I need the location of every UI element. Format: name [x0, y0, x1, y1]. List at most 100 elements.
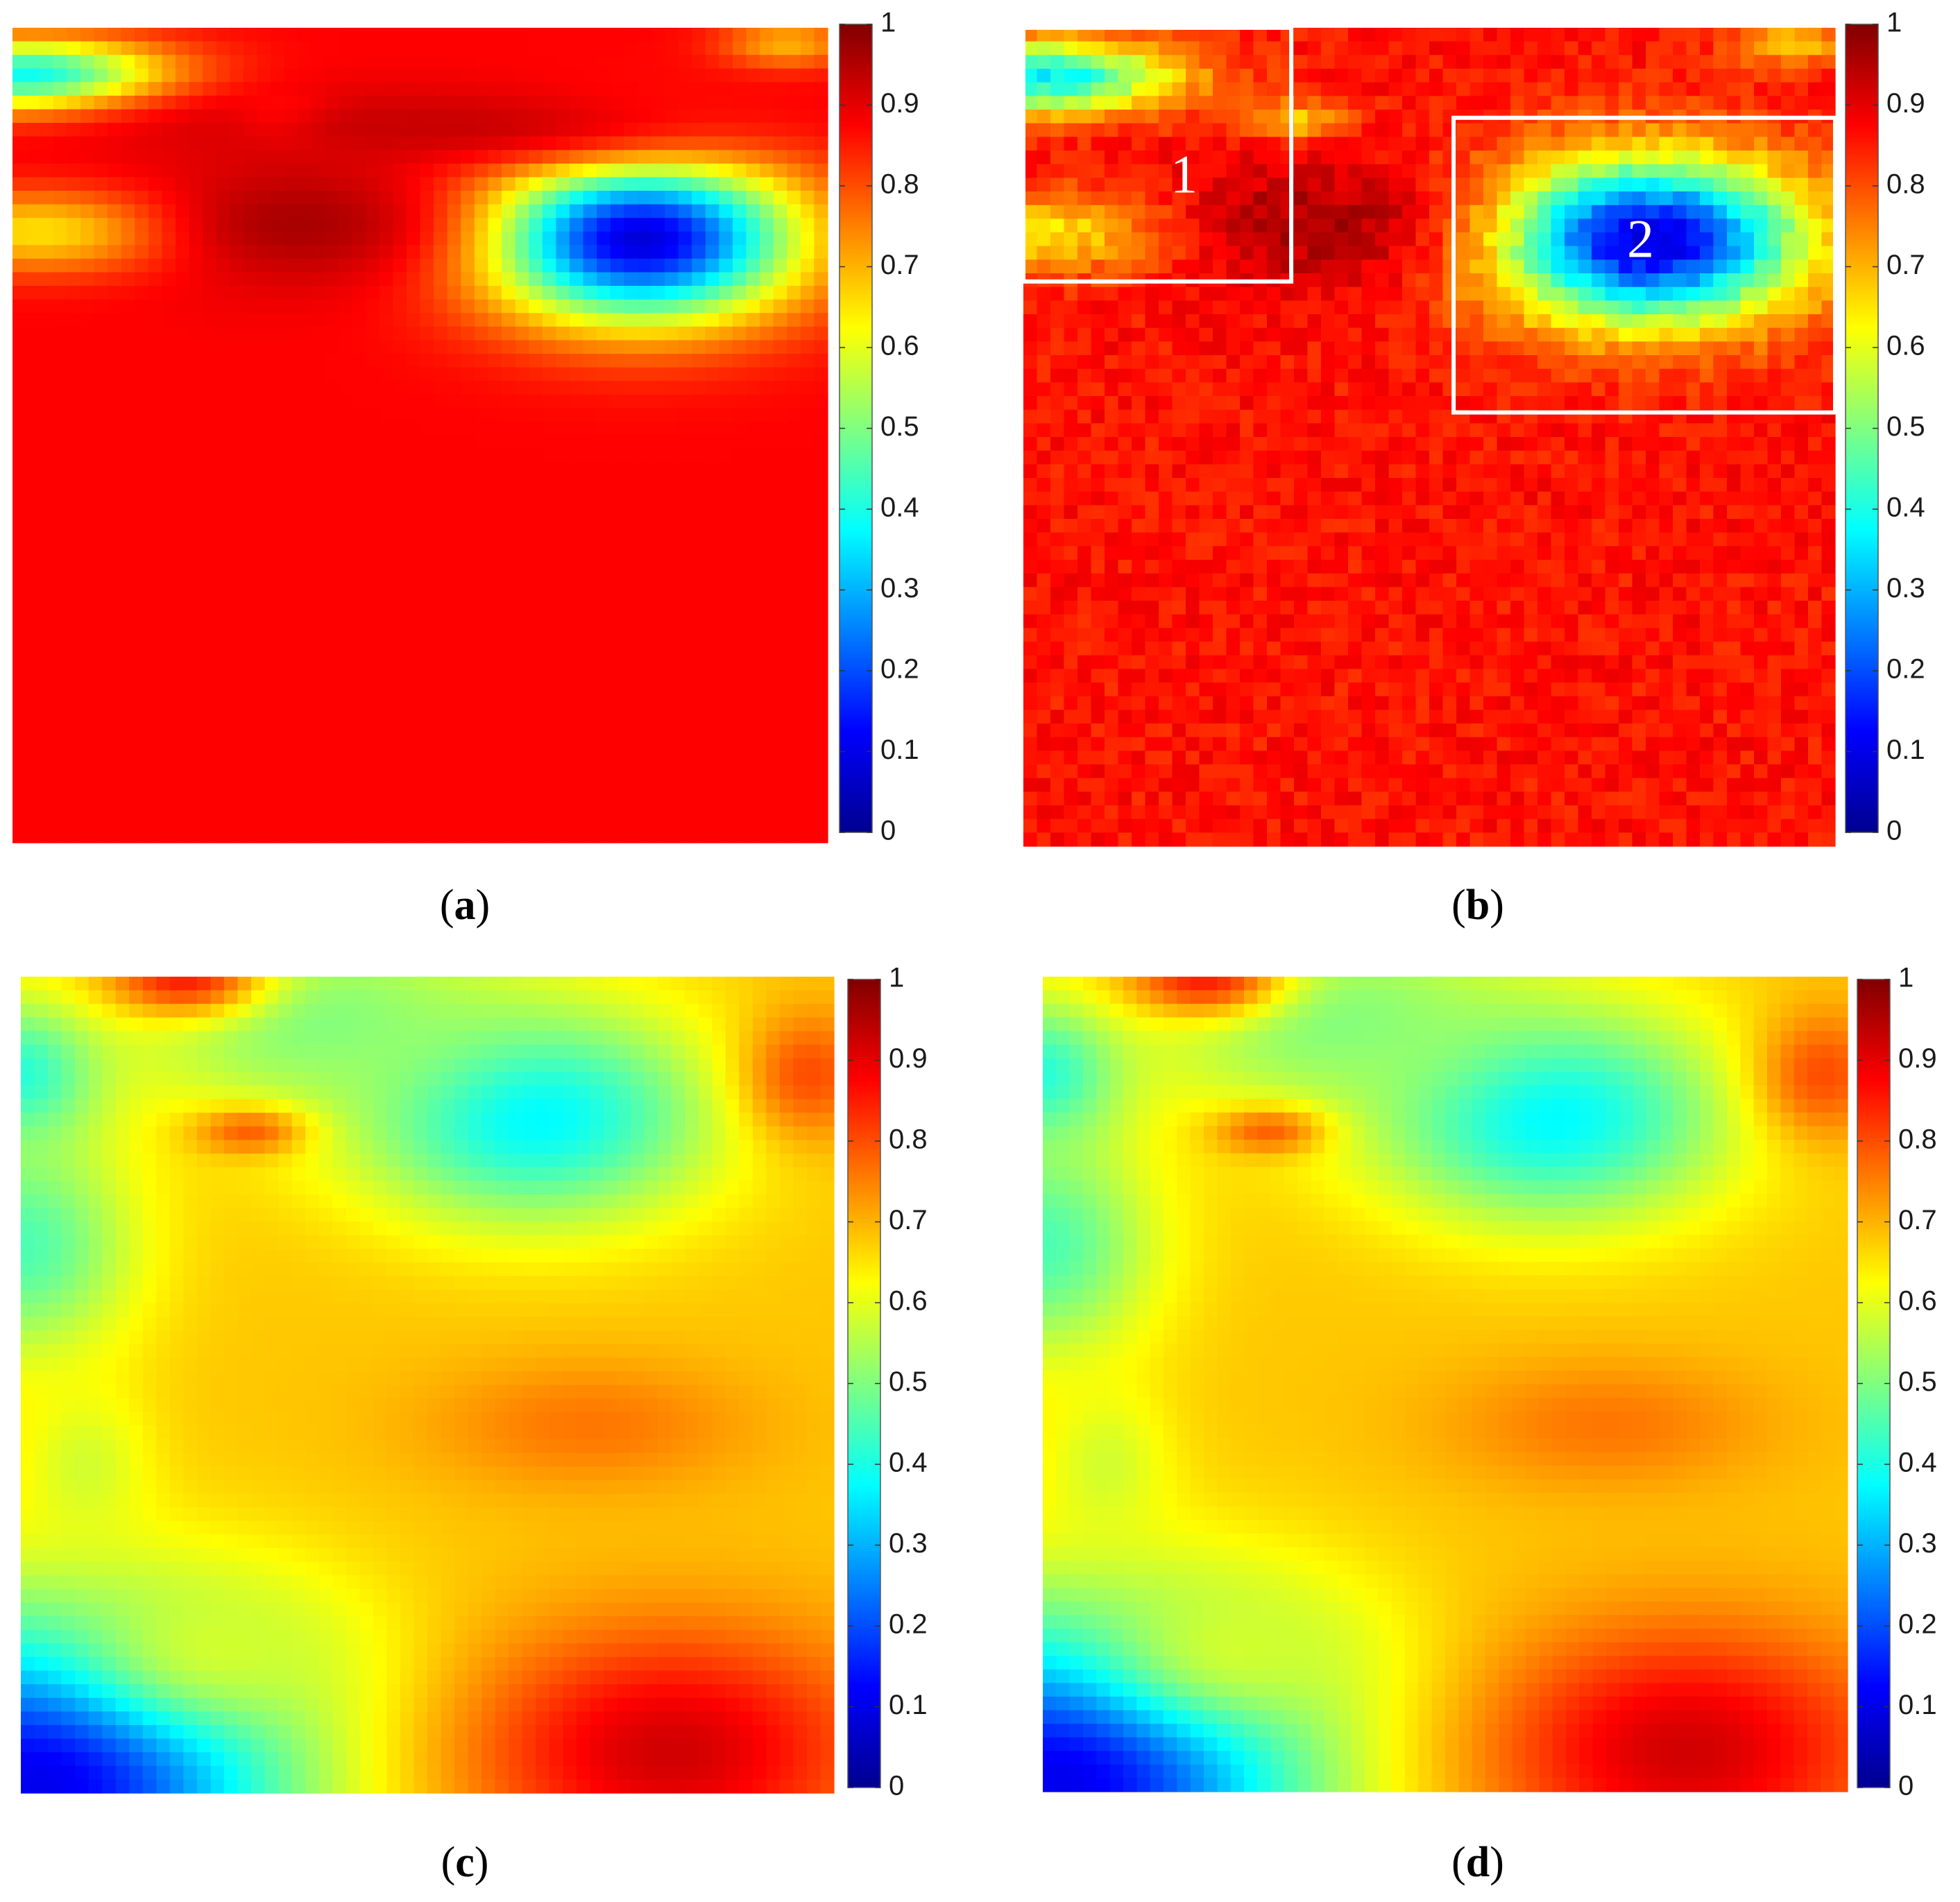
heatmap-cell — [746, 571, 760, 585]
heatmap-cell — [692, 625, 706, 640]
heatmap-cell — [148, 435, 163, 449]
heatmap-cell — [461, 313, 475, 327]
heatmap-cell — [393, 557, 407, 572]
heatmap-cell — [352, 191, 366, 205]
heatmap-cell — [121, 544, 135, 558]
heatmap-cell — [352, 204, 366, 219]
heatmap-cell — [325, 747, 339, 762]
heatmap-cell — [1415, 327, 1430, 342]
heatmap-cell — [393, 313, 407, 327]
heatmap-cell — [515, 544, 529, 558]
heatmap-cell — [339, 720, 353, 735]
heatmap-cell — [1348, 178, 1363, 192]
heatmap-cell — [1605, 178, 1619, 192]
heatmap-cell — [1118, 219, 1132, 233]
heatmap-cell — [203, 231, 217, 246]
heatmap-cell — [665, 68, 679, 83]
heatmap-cell — [515, 571, 529, 585]
heatmap-cell — [569, 557, 584, 572]
heatmap-cell — [257, 381, 271, 395]
heatmap-cell — [447, 313, 461, 327]
heatmap-cell — [352, 707, 366, 721]
heatmap-cell — [692, 530, 706, 545]
heatmap-cell — [1023, 300, 1038, 315]
heatmap-cell — [162, 367, 176, 382]
heatmap-cell — [271, 476, 285, 490]
heatmap-cell — [121, 163, 135, 178]
heatmap-cell — [420, 163, 434, 178]
heatmap-cell — [583, 28, 597, 42]
heatmap-cell — [257, 136, 271, 151]
heatmap-cell — [1037, 205, 1051, 219]
heatmap-cell — [678, 55, 692, 69]
heatmap-cell — [515, 55, 529, 69]
heatmap-cell — [1673, 137, 1687, 151]
heatmap-cell — [447, 218, 461, 232]
heatmap-cell — [529, 449, 543, 463]
heatmap-cell — [176, 639, 190, 653]
heatmap-cell — [502, 544, 516, 558]
heatmap-cell — [624, 272, 638, 286]
heatmap-cell — [216, 449, 230, 463]
heatmap-cell — [1605, 219, 1619, 233]
heatmap-cell — [773, 775, 787, 789]
heatmap-cell — [447, 123, 461, 137]
heatmap-cell — [94, 557, 108, 572]
heatmap-cell — [271, 381, 285, 395]
heatmap-cell — [692, 163, 706, 178]
heatmap-cell — [1632, 314, 1646, 329]
heatmap-cell — [366, 326, 380, 341]
heatmap-cell — [53, 761, 67, 776]
heatmap-cell — [108, 571, 122, 585]
heatmap-cell — [502, 163, 516, 178]
heatmap-cell — [569, 449, 584, 463]
heatmap-cell — [94, 354, 108, 368]
heatmap-cell — [80, 639, 95, 653]
heatmap-cell — [1537, 286, 1552, 301]
heatmap-cell — [379, 231, 393, 246]
heatmap-cell — [746, 598, 760, 612]
heatmap-cell — [339, 788, 353, 803]
heatmap-cell — [1821, 286, 1836, 301]
heatmap-cell — [1700, 286, 1714, 301]
heatmap-cell — [665, 571, 679, 585]
heatmap-cell — [339, 272, 353, 286]
heatmap-cell — [366, 489, 380, 504]
heatmap-cell — [447, 462, 461, 477]
heatmap-cell — [597, 720, 611, 735]
heatmap-cell — [257, 245, 271, 259]
heatmap-cell — [67, 775, 81, 789]
heatmap-cell — [760, 408, 774, 422]
heatmap-cell — [135, 231, 149, 246]
heatmap-cell — [1673, 205, 1687, 219]
heatmap-cell — [787, 761, 801, 776]
heatmap-cell — [162, 652, 176, 667]
heatmap-cell — [298, 218, 312, 232]
heatmap-cell — [760, 788, 774, 803]
heatmap-cell — [325, 313, 339, 327]
heatmap-cell — [243, 802, 258, 816]
heatmap-cell — [1456, 151, 1471, 165]
heatmap-cell — [325, 829, 339, 843]
heatmap-cell — [705, 272, 719, 286]
heatmap-cell — [1794, 28, 1809, 42]
heatmap-cell — [135, 394, 149, 409]
heatmap-cell — [773, 191, 787, 205]
heatmap-cell — [474, 639, 489, 653]
heatmap-cell — [121, 707, 135, 721]
heatmap-cell — [1226, 110, 1241, 124]
heatmap-cell — [80, 476, 95, 490]
heatmap-cell — [26, 163, 40, 178]
heatmap-cell — [1159, 286, 1173, 301]
heatmap-cell — [1659, 273, 1673, 288]
heatmap-cell — [1700, 191, 1714, 206]
heatmap-cell — [529, 55, 543, 69]
heatmap-cell — [461, 421, 475, 436]
heatmap-cell — [1091, 314, 1105, 329]
heatmap-cell — [760, 381, 774, 395]
heatmap-cell — [719, 788, 733, 803]
heatmap-cell — [651, 666, 665, 680]
heatmap-cell — [257, 775, 271, 789]
heatmap-cell — [569, 421, 584, 436]
heatmap-cell — [1388, 273, 1403, 288]
